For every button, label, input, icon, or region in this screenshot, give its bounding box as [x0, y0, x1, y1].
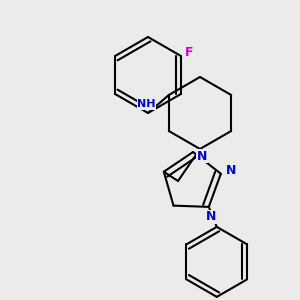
Text: N: N [206, 210, 216, 224]
Text: N: N [197, 149, 207, 163]
Text: N: N [226, 164, 236, 177]
Text: NH: NH [137, 99, 156, 109]
Text: F: F [185, 46, 193, 59]
